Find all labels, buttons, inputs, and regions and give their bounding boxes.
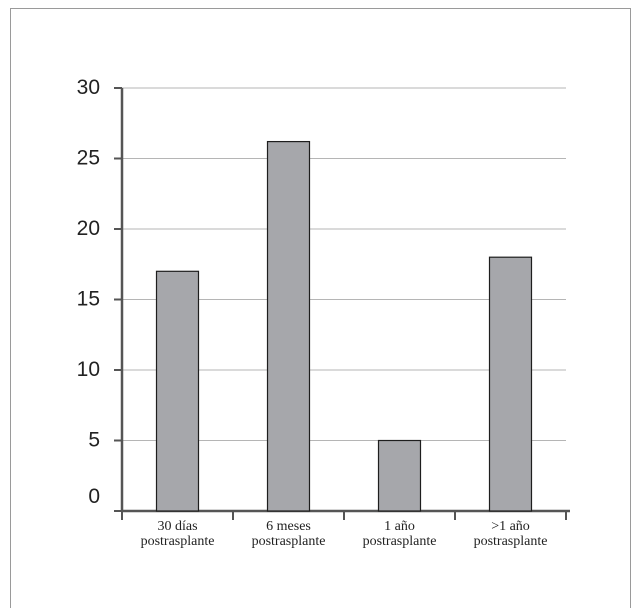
y-tick-label: 0 — [88, 485, 100, 508]
x-tick-label: >1 año — [491, 519, 530, 534]
x-tick-label: postrasplante — [252, 534, 326, 549]
bar — [155, 270, 200, 512]
y-tick-label: 25 — [77, 147, 100, 170]
x-tick-label: postrasplante — [474, 534, 548, 549]
bars — [155, 140, 533, 512]
x-tick-label: postrasplante — [363, 534, 437, 549]
y-tick-label: 20 — [77, 217, 100, 240]
bar — [377, 439, 422, 512]
bar — [266, 140, 311, 512]
y-tick-label: 10 — [77, 358, 100, 381]
y-tick-label: 5 — [88, 429, 100, 452]
x-tick-label: 6 meses — [266, 519, 311, 534]
x-tick-label: 1 año — [384, 519, 415, 534]
x-tick-label: postrasplante — [141, 534, 215, 549]
x-tick-label: 30 días — [157, 519, 197, 534]
chart-frame — [10, 8, 631, 608]
bar — [488, 256, 533, 512]
y-tick-label: 15 — [77, 288, 100, 311]
y-tick-label: 30 — [77, 76, 100, 99]
